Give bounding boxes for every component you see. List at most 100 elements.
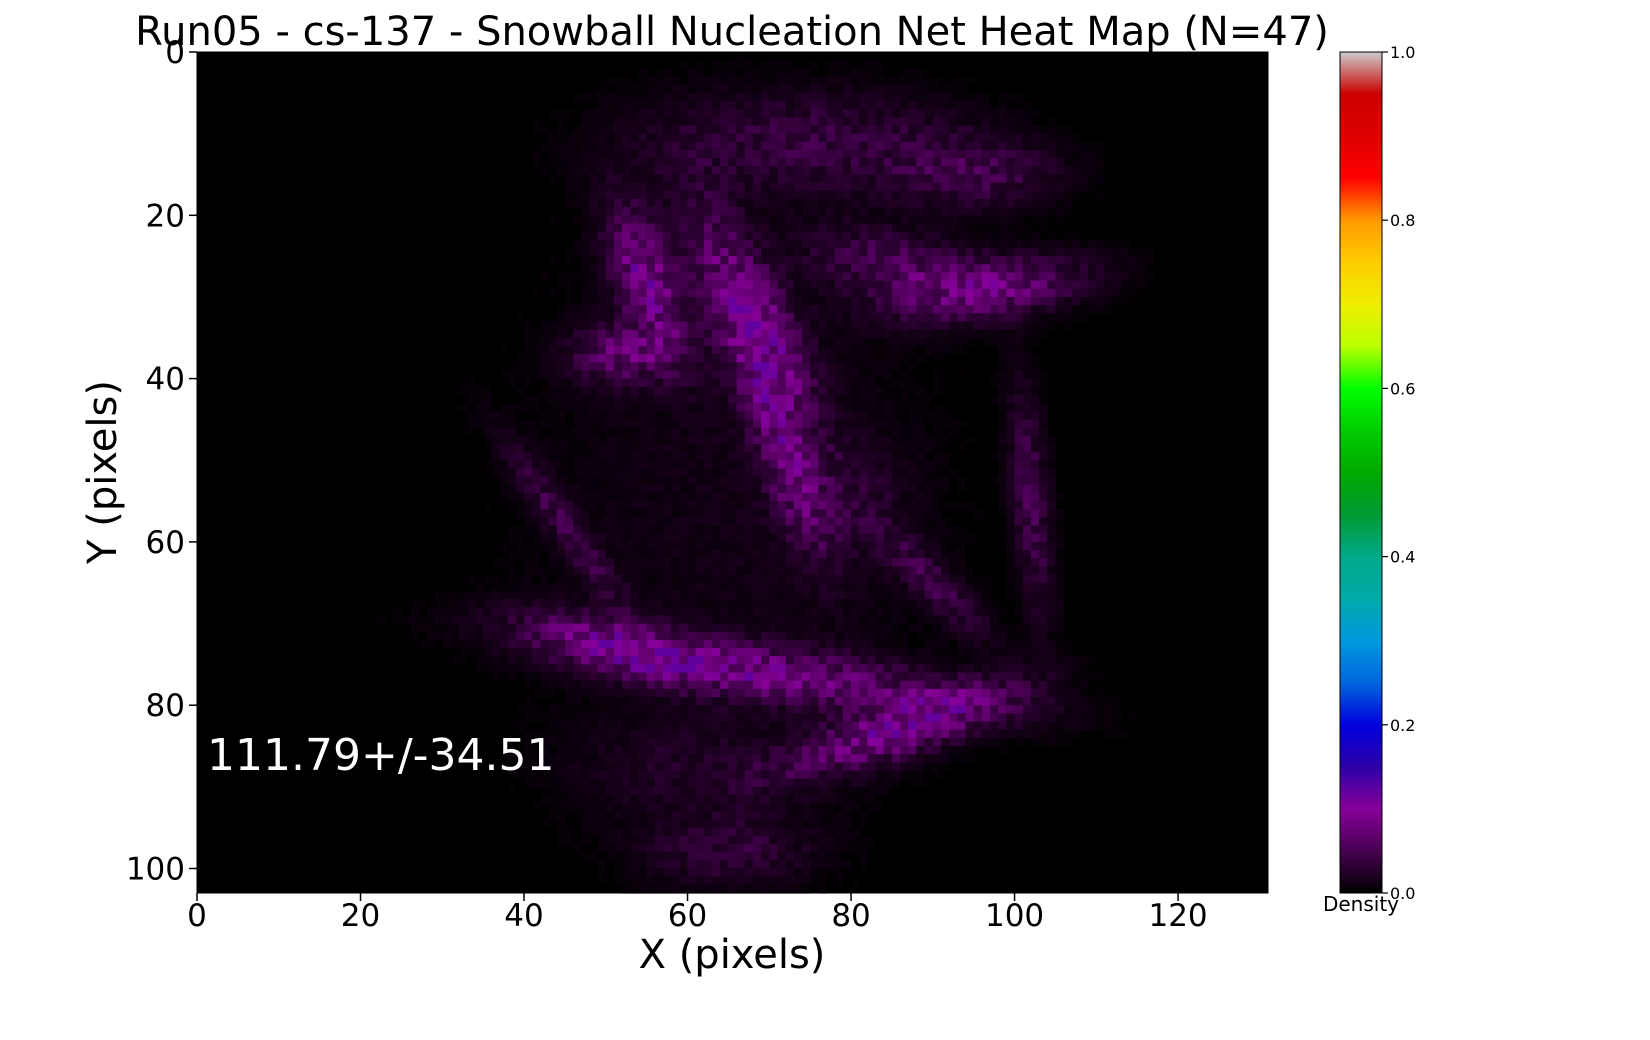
heatmap-cell bbox=[630, 435, 640, 445]
heatmap-cell bbox=[981, 166, 991, 176]
heatmap-cell bbox=[638, 264, 648, 274]
heatmap-cell bbox=[728, 370, 738, 380]
heatmap-cell bbox=[981, 256, 991, 265]
heatmap-cell bbox=[622, 435, 631, 445]
heatmap-cell bbox=[1006, 256, 1016, 265]
heatmap-cell bbox=[1079, 313, 1089, 323]
heatmap-cell bbox=[573, 362, 582, 372]
heatmap-cell bbox=[875, 354, 885, 363]
heatmap-cell bbox=[981, 574, 991, 584]
heatmap-cell bbox=[417, 599, 427, 608]
heatmap-cell bbox=[630, 223, 640, 233]
heatmap-cell bbox=[940, 125, 950, 135]
heatmap-cell bbox=[867, 688, 877, 698]
heatmap-cell bbox=[646, 207, 656, 216]
heatmap-cell bbox=[981, 680, 991, 690]
heatmap-cell bbox=[883, 484, 893, 494]
heatmap-cell bbox=[932, 558, 942, 567]
heatmap-cell bbox=[548, 354, 558, 363]
heatmap-cell bbox=[622, 386, 631, 396]
heatmap-cell bbox=[646, 550, 656, 559]
heatmap-cell bbox=[1030, 468, 1040, 478]
heatmap-cell bbox=[908, 623, 918, 633]
heatmap-cell bbox=[908, 84, 918, 94]
heatmap-cell bbox=[1039, 550, 1048, 559]
heatmap-cell bbox=[981, 648, 991, 657]
heatmap-cell bbox=[613, 558, 623, 567]
heatmap-cell bbox=[810, 541, 819, 551]
heatmap-cell bbox=[1006, 427, 1016, 437]
heatmap-cell bbox=[990, 672, 999, 682]
heatmap-cell bbox=[908, 452, 918, 461]
heatmap-cell bbox=[548, 631, 558, 641]
heatmap-cell bbox=[1039, 321, 1048, 331]
heatmap-cell bbox=[769, 60, 779, 69]
heatmap-cell bbox=[1014, 109, 1024, 118]
heatmap-cell bbox=[867, 280, 877, 290]
heatmap-cell bbox=[810, 280, 819, 290]
heatmap-cell bbox=[564, 337, 574, 347]
heatmap-cell bbox=[646, 239, 656, 249]
heatmap-cell bbox=[703, 648, 713, 657]
heatmap-cell bbox=[417, 623, 427, 633]
heatmap-cell bbox=[801, 109, 811, 118]
heatmap-cell bbox=[957, 239, 967, 249]
heatmap-cell bbox=[638, 688, 648, 698]
heatmap-cell bbox=[744, 590, 754, 600]
heatmap-cell bbox=[851, 370, 860, 380]
heatmap-cell bbox=[654, 394, 664, 404]
heatmap-cell bbox=[940, 109, 950, 118]
heatmap-cell bbox=[744, 125, 754, 135]
heatmap-cell bbox=[957, 639, 967, 649]
heatmap-cell bbox=[842, 443, 852, 453]
heatmap-cell bbox=[891, 280, 901, 290]
heatmap-cell bbox=[793, 468, 803, 478]
heatmap-cell bbox=[720, 109, 730, 118]
heatmap-cell bbox=[949, 296, 958, 306]
heatmap-cell bbox=[932, 582, 942, 592]
heatmap-cell bbox=[720, 566, 730, 576]
heatmap-cell bbox=[695, 223, 705, 233]
heatmap-cell bbox=[613, 452, 623, 461]
heatmap-cell bbox=[744, 435, 754, 445]
heatmap-cell bbox=[1112, 280, 1122, 290]
heatmap-cell bbox=[663, 109, 672, 118]
heatmap-cell bbox=[671, 460, 680, 470]
heatmap-cell bbox=[752, 109, 762, 118]
heatmap-cell bbox=[687, 247, 697, 257]
heatmap-cell bbox=[761, 378, 770, 388]
heatmap-cell bbox=[1014, 533, 1024, 543]
heatmap-cell bbox=[491, 460, 501, 470]
heatmap-cell bbox=[654, 141, 664, 151]
heatmap-cell bbox=[573, 125, 582, 135]
heatmap-cell bbox=[532, 362, 541, 372]
heatmap-cell bbox=[605, 133, 615, 143]
heatmap-cell bbox=[1022, 582, 1032, 592]
heatmap-cell bbox=[646, 517, 656, 527]
heatmap-cell bbox=[630, 321, 640, 331]
heatmap-cell bbox=[605, 378, 615, 388]
heatmap-cell bbox=[875, 443, 885, 453]
heatmap-cell bbox=[597, 117, 607, 127]
heatmap-cell bbox=[859, 223, 868, 233]
heatmap-cell bbox=[695, 305, 705, 314]
heatmap-cell bbox=[973, 590, 983, 600]
heatmap-cell bbox=[638, 158, 648, 167]
heatmap-cell bbox=[573, 247, 582, 257]
heatmap-cell bbox=[965, 231, 975, 241]
heatmap-cell bbox=[834, 411, 844, 421]
heatmap-cell bbox=[671, 174, 680, 184]
heatmap-cell bbox=[900, 615, 909, 625]
heatmap-cell bbox=[687, 427, 697, 437]
heatmap-cell bbox=[883, 321, 893, 331]
heatmap-cell bbox=[630, 141, 640, 151]
heatmap-cell bbox=[990, 631, 999, 641]
heatmap-cell bbox=[867, 272, 877, 282]
heatmap-cell bbox=[826, 280, 836, 290]
heatmap-cell bbox=[908, 648, 918, 657]
heatmap-cell bbox=[728, 672, 738, 682]
heatmap-cell bbox=[548, 362, 558, 372]
heatmap-cell bbox=[875, 321, 885, 331]
heatmap-cell bbox=[826, 133, 836, 143]
heatmap-cell bbox=[891, 272, 901, 282]
